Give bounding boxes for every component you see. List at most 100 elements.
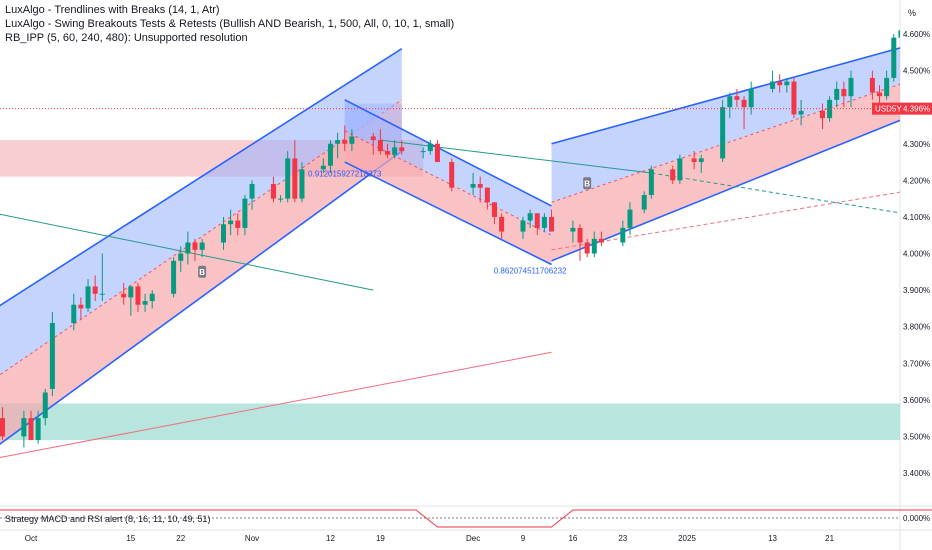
candle-body[interactable] <box>249 183 255 199</box>
candle-body[interactable] <box>299 169 305 199</box>
candle-body[interactable] <box>898 30 903 38</box>
candle-body[interactable] <box>228 220 234 225</box>
candle-body[interactable] <box>727 96 733 108</box>
candle-body[interactable] <box>135 286 141 305</box>
candle-body[interactable] <box>499 216 505 232</box>
candle-body[interactable] <box>392 147 398 155</box>
candle-body[interactable] <box>477 183 483 188</box>
candle-body[interactable] <box>349 136 355 144</box>
trendline-teal[interactable] <box>651 172 932 228</box>
candle-body[interactable] <box>71 304 77 324</box>
candle-body[interactable] <box>235 220 241 228</box>
candle-body[interactable] <box>270 183 276 199</box>
candle-body[interactable] <box>534 213 540 228</box>
candle-body[interactable] <box>570 227 576 232</box>
candle-body[interactable] <box>527 213 533 221</box>
candle-body[interactable] <box>128 286 134 298</box>
candle-body[interactable] <box>698 158 704 163</box>
candle-body[interactable] <box>327 143 333 166</box>
candle-body[interactable] <box>199 242 205 250</box>
candle-body[interactable] <box>470 183 476 188</box>
candle-body[interactable] <box>285 158 291 199</box>
candle-body[interactable] <box>869 77 875 93</box>
indicator-trendlines[interactable]: LuxAlgo - Trendlines with Breaks (14, 1,… <box>5 4 220 16</box>
candle-body[interactable] <box>841 88 847 97</box>
breakout-marker[interactable] <box>198 265 207 278</box>
candle-body[interactable] <box>292 158 298 199</box>
trendline-teal[interactable] <box>380 139 652 174</box>
candle-body[interactable] <box>278 198 284 200</box>
trendline-red[interactable] <box>551 177 932 251</box>
candle-body[interactable] <box>149 293 155 302</box>
candle-body[interactable] <box>171 260 177 294</box>
candle-body[interactable] <box>35 418 41 441</box>
breakout-marker[interactable] <box>583 177 592 190</box>
candle-body[interactable] <box>748 88 754 108</box>
candle-body[interactable] <box>819 110 825 119</box>
candle-body[interactable] <box>584 242 590 254</box>
candle-body[interactable] <box>370 136 376 141</box>
candle-body[interactable] <box>677 158 683 181</box>
candle-body[interactable] <box>627 209 633 228</box>
candle-body[interactable] <box>121 293 127 298</box>
candle-body[interactable] <box>641 194 647 210</box>
candle-body[interactable] <box>377 140 383 152</box>
candle-body[interactable] <box>342 140 348 144</box>
candle-body[interactable] <box>49 323 55 389</box>
candle-body[interactable] <box>335 140 341 144</box>
candle-body[interactable] <box>221 224 227 243</box>
channel-lower-line[interactable] <box>0 150 403 447</box>
candle-body[interactable] <box>577 227 583 243</box>
trendline-teal[interactable] <box>0 213 374 291</box>
candle-body[interactable] <box>741 99 747 108</box>
channel-upper-line[interactable] <box>344 99 552 207</box>
candle-body[interactable] <box>791 81 797 115</box>
candle-body[interactable] <box>770 81 776 89</box>
indicator-rb-ipp[interactable]: RB_IPP (5, 60, 240, 480): Unsupported re… <box>5 32 248 44</box>
candle-body[interactable] <box>242 198 248 228</box>
trendline-red[interactable] <box>0 351 552 458</box>
candle-body[interactable] <box>192 242 198 250</box>
candle-body[interactable] <box>520 220 526 232</box>
candle-body[interactable] <box>42 392 48 419</box>
candle-body[interactable] <box>420 151 426 153</box>
channel-lower-line[interactable] <box>344 161 552 266</box>
candle-body[interactable] <box>142 301 148 305</box>
candle-body[interactable] <box>777 81 783 86</box>
indicator-swing-breakouts[interactable]: LuxAlgo - Swing Breakouts Tests & Retest… <box>5 18 455 30</box>
candle-body[interactable] <box>670 169 676 181</box>
candle-body[interactable] <box>720 107 726 159</box>
candle-body[interactable] <box>541 216 547 228</box>
candle-body[interactable] <box>648 169 654 195</box>
candle-body[interactable] <box>884 77 890 97</box>
candle-body[interactable] <box>691 158 697 163</box>
candle-body[interactable] <box>827 99 833 119</box>
candle-body[interactable] <box>92 286 98 294</box>
candle-body[interactable] <box>449 162 455 188</box>
channel-upper-line[interactable] <box>0 47 403 309</box>
candle-body[interactable] <box>0 418 5 437</box>
candle-body[interactable] <box>185 242 191 254</box>
candle-body[interactable] <box>591 238 597 254</box>
candle-body[interactable] <box>877 92 883 97</box>
candle-body[interactable] <box>891 37 897 78</box>
candle-body[interactable] <box>848 77 854 97</box>
candle-body[interactable] <box>484 187 490 203</box>
candle-body[interactable] <box>385 151 391 155</box>
candle-body[interactable] <box>798 110 804 115</box>
candle-body[interactable] <box>784 81 790 86</box>
candle-body[interactable] <box>434 143 440 163</box>
candle-body[interactable] <box>399 147 405 152</box>
candle-body[interactable] <box>85 286 91 309</box>
candle-body[interactable] <box>834 88 840 100</box>
candle-body[interactable] <box>320 165 326 170</box>
candle-body[interactable] <box>178 253 184 261</box>
candle-body[interactable] <box>620 227 626 243</box>
candle-body[interactable] <box>427 143 433 152</box>
lower-pane-label[interactable]: Strategy MACD and RSI alert (8, 16, 11, … <box>5 514 210 524</box>
plot-area[interactable]: 0.912015927218373 0.862074511706232 B B <box>0 27 932 459</box>
candle-body[interactable] <box>21 418 27 437</box>
candle-body[interactable] <box>28 418 34 441</box>
candle-body[interactable] <box>78 304 84 309</box>
